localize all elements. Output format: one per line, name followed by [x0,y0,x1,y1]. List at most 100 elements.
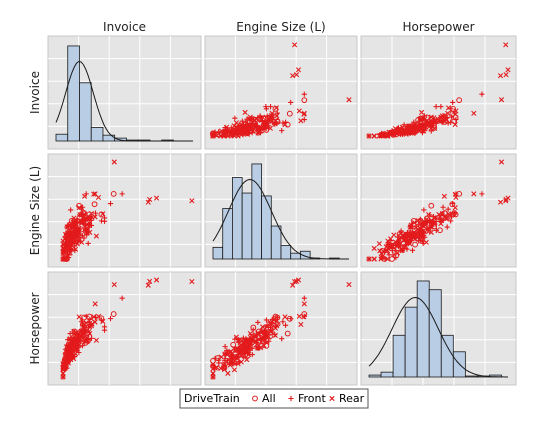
point-rear [255,117,261,124]
point-front [263,120,269,126]
point-all [424,114,430,121]
point-front [75,331,81,337]
point-front [249,351,255,358]
point-rear [82,211,88,218]
point-rear [497,199,504,205]
point-rear [441,193,447,199]
point-front [107,200,114,207]
point-rear [371,245,377,251]
point-all [71,328,78,335]
point-rear [230,360,237,366]
point-front [83,313,89,319]
point-rear [385,238,391,244]
point-all [429,219,435,225]
point-rear [404,124,410,130]
point-rear [420,219,426,226]
point-front [216,130,222,136]
row-label: Horsepower [28,292,42,364]
point-rear [88,210,95,217]
point-rear [227,349,233,355]
point-front [437,215,443,221]
panel-1-1 [204,153,358,268]
point-front [254,122,260,129]
point-rear [255,130,261,136]
point-front [70,238,76,244]
point-front [402,126,408,132]
point-rear [147,278,153,284]
point-rear [231,367,238,373]
point-front [453,191,459,197]
histogram-bar [280,245,292,260]
point-rear [505,67,511,73]
point-front [256,345,262,351]
point-rear [233,120,239,126]
point-all [272,105,279,112]
point-front [301,295,307,301]
point-front [282,322,289,328]
point-all [393,131,400,138]
point-all [80,210,86,216]
point-rear [301,301,307,307]
point-rear [444,215,450,221]
point-front [239,118,245,124]
point-rear [222,361,228,367]
point-all [456,190,463,197]
normal-density-curve [368,296,508,378]
point-front [395,243,402,249]
legend: DriveTrain All Front Rear [179,388,369,409]
point-front [389,247,395,254]
point-rear [210,132,216,138]
point-front [263,104,269,110]
point-front [288,99,294,106]
point-all [272,315,279,322]
normal-density-curve [55,60,193,142]
point-front [437,115,443,121]
point-front [82,221,88,227]
point-all [456,97,463,104]
point-rear [265,334,272,340]
point-front [444,224,450,230]
point-rear [225,370,231,376]
histogram-bar [261,195,272,260]
point-all [415,223,422,230]
point-all [388,242,394,249]
point-all [252,395,258,402]
histogram-bar [67,45,80,142]
point-front [263,317,269,323]
point-front [427,122,433,129]
point-front [78,218,84,225]
point-all [62,355,69,361]
point-rear [261,125,267,131]
point-rear [497,73,504,79]
point-front [101,218,108,224]
point-rear [147,196,153,203]
point-rear [498,97,505,103]
point-front [450,200,456,207]
point-all [76,202,82,209]
point-rear [409,230,415,236]
point-all [301,97,308,104]
point-all [441,118,448,125]
point-rear [249,116,256,122]
point-front [259,329,265,335]
point-rear [346,97,352,103]
point-front [65,252,71,258]
point-front [92,210,99,216]
point-all [110,190,117,197]
point-rear [233,334,239,340]
point-all [86,333,93,340]
point-rear [272,332,278,338]
histogram-bar [251,163,262,260]
point-front [386,130,392,136]
point-front [259,118,265,124]
point-front [263,327,269,333]
point-all [286,110,293,117]
point-front [83,191,89,197]
point-rear [293,72,300,78]
point-front [228,353,234,360]
point-front [242,128,248,134]
point-rear [66,344,72,350]
point-rear [79,334,85,340]
point-front [279,128,285,134]
